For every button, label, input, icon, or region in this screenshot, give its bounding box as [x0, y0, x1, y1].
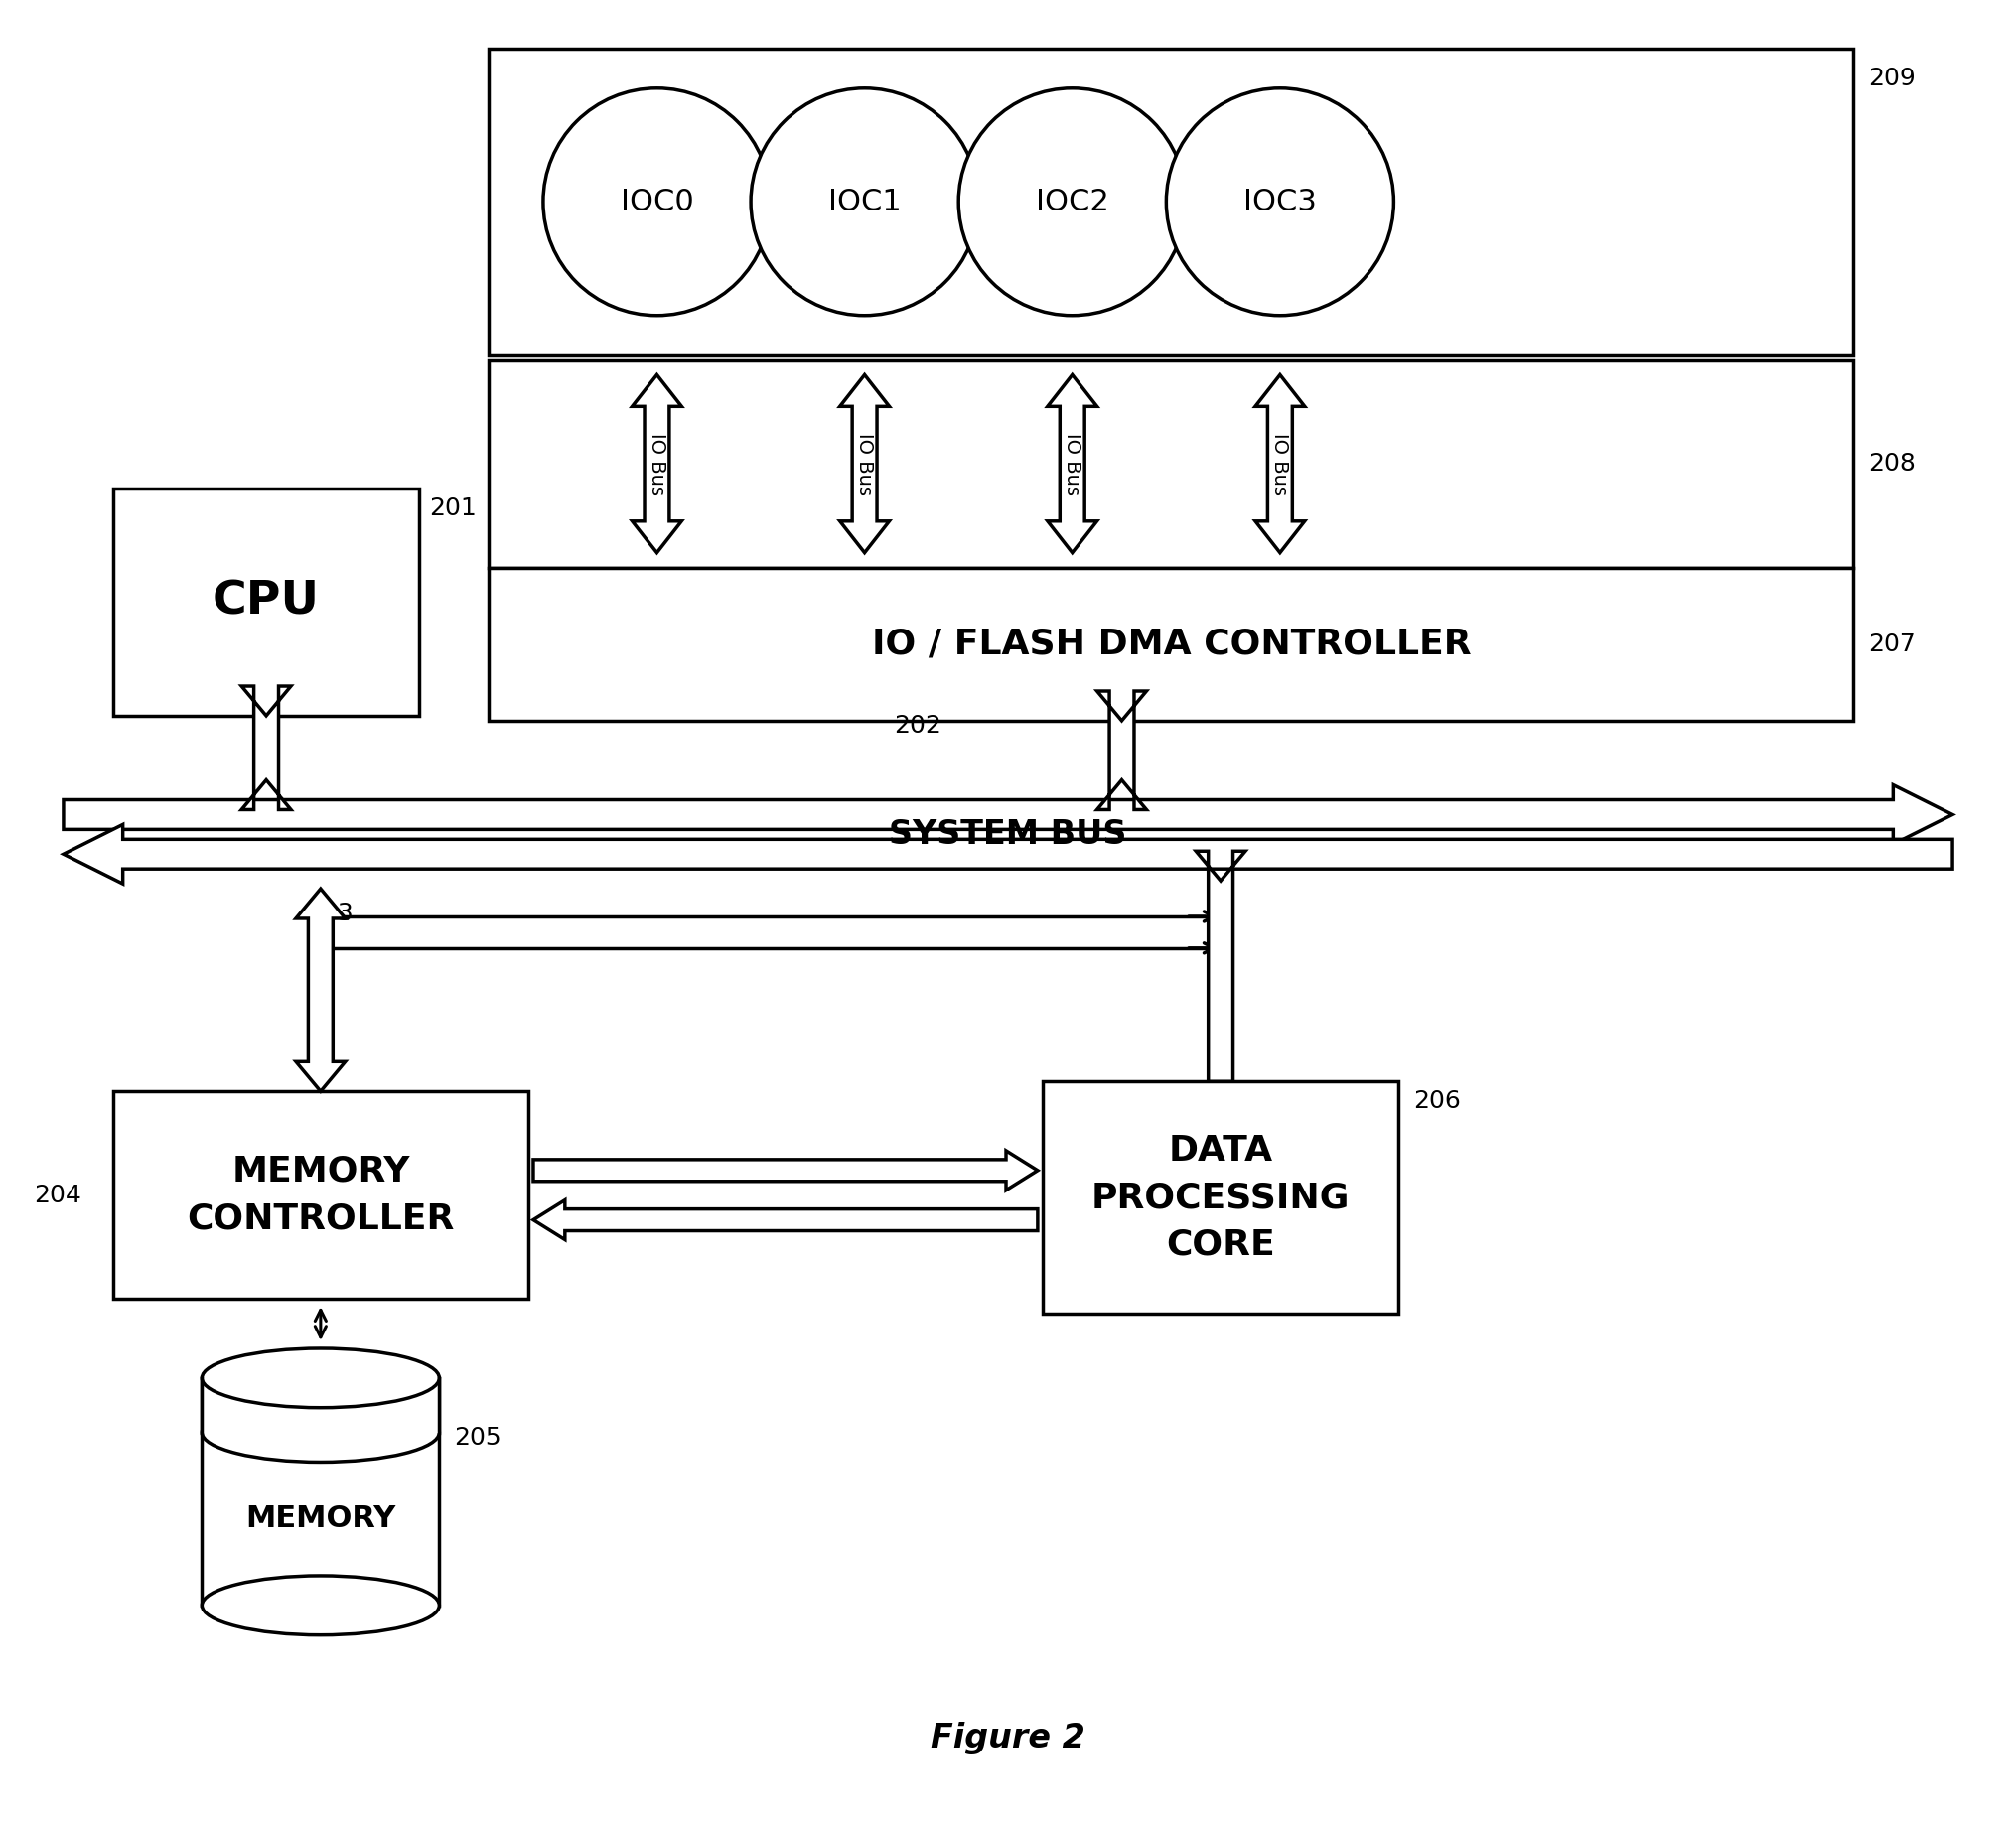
Polygon shape: [534, 1200, 1038, 1240]
Text: 203: 203: [306, 901, 353, 925]
Text: Figure 2: Figure 2: [931, 1721, 1085, 1754]
Text: IOC0: IOC0: [621, 188, 694, 217]
Polygon shape: [633, 375, 681, 554]
Text: IO / FLASH DMA CONTROLLER: IO / FLASH DMA CONTROLLER: [871, 626, 1472, 661]
Text: 207: 207: [1869, 632, 1915, 656]
Text: 202: 202: [895, 714, 941, 738]
Text: IOC1: IOC1: [829, 188, 901, 217]
Text: 208: 208: [1869, 452, 1915, 475]
Text: MEMORY
CONTROLLER: MEMORY CONTROLLER: [187, 1155, 454, 1236]
Polygon shape: [62, 785, 1954, 845]
Text: SYSTEM BUS: SYSTEM BUS: [889, 818, 1127, 850]
Text: IO Bus: IO Bus: [1270, 432, 1290, 495]
Bar: [202, 1378, 439, 1606]
Polygon shape: [62, 825, 1954, 883]
Polygon shape: [841, 375, 889, 554]
Ellipse shape: [202, 1402, 439, 1462]
Bar: [1042, 1082, 1399, 1313]
Bar: [113, 488, 419, 716]
Text: IO Bus: IO Bus: [1062, 432, 1083, 495]
Polygon shape: [1097, 692, 1147, 810]
Text: CPU: CPU: [212, 579, 321, 625]
Text: IO Bus: IO Bus: [647, 432, 667, 495]
Bar: [488, 361, 1853, 568]
Bar: [202, 1378, 439, 1433]
Text: 209: 209: [1869, 66, 1915, 91]
Bar: [113, 1091, 528, 1298]
Text: DATA
PROCESSING
CORE: DATA PROCESSING CORE: [1091, 1134, 1351, 1262]
Text: IOC3: IOC3: [1244, 188, 1316, 217]
Text: 205: 205: [454, 1426, 502, 1450]
Text: IO Bus: IO Bus: [855, 432, 875, 495]
Text: IOC2: IOC2: [1036, 188, 1109, 217]
Text: 201: 201: [429, 497, 478, 521]
Text: 206: 206: [1413, 1089, 1462, 1113]
Polygon shape: [1195, 850, 1246, 1082]
Text: 204: 204: [34, 1184, 81, 1207]
Circle shape: [1165, 87, 1393, 315]
Circle shape: [542, 87, 770, 315]
Polygon shape: [1048, 375, 1097, 554]
Text: MEMORY: MEMORY: [246, 1504, 395, 1533]
Bar: [488, 49, 1853, 355]
Circle shape: [750, 87, 978, 315]
Polygon shape: [296, 889, 345, 1091]
Bar: [488, 568, 1853, 721]
Polygon shape: [534, 1151, 1038, 1191]
Polygon shape: [1256, 375, 1304, 554]
Polygon shape: [242, 687, 290, 810]
Ellipse shape: [202, 1575, 439, 1635]
Circle shape: [958, 87, 1185, 315]
Ellipse shape: [202, 1348, 439, 1408]
